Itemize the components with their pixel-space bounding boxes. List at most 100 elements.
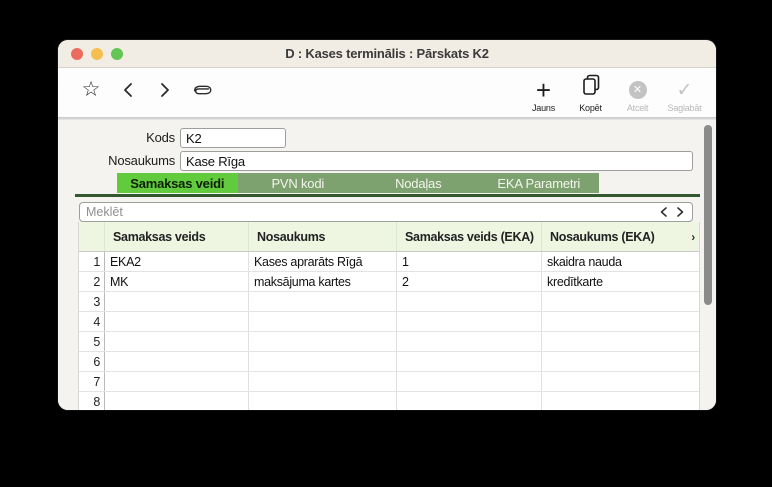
column-header[interactable]: Samaksas veids [105, 222, 249, 251]
table-cell[interactable] [397, 292, 542, 311]
table-cell[interactable] [249, 312, 397, 331]
traffic-lights [71, 48, 123, 60]
tab-underline [75, 194, 700, 197]
row-number: 3 [79, 292, 105, 311]
table-cell[interactable]: maksājuma kartes [249, 272, 397, 291]
table-cell[interactable] [397, 332, 542, 351]
favorite-star-icon[interactable]: ☆ [81, 77, 101, 101]
tab-strip: Samaksas veidi PVN kodi Nodaļas EKA Para… [117, 173, 599, 193]
cancel-circle-icon: ✕ [628, 81, 647, 99]
next-match-icon[interactable] [676, 206, 684, 218]
table-cell[interactable] [542, 372, 699, 391]
table-cell[interactable] [105, 292, 249, 311]
button-label: Jauns [531, 103, 556, 113]
table-cell[interactable]: EKA2 [105, 252, 249, 271]
nosaukums-input[interactable] [180, 151, 693, 171]
copy-icon [581, 74, 601, 101]
copy-record-button[interactable]: Kopēt [567, 74, 614, 113]
column-header[interactable]: Nosaukums (EKA) › [550, 229, 695, 244]
button-label: Kopēt [579, 103, 602, 113]
record-content: Kods Nosaukums Samaksas veidi PVN kodi N… [58, 120, 716, 410]
nosaukums-field-label: Nosaukums [108, 153, 175, 168]
more-columns-icon[interactable]: › [691, 229, 695, 244]
table-cell[interactable]: 2 [397, 272, 542, 291]
row-number: 5 [79, 332, 105, 351]
paperclip-attachment-icon[interactable] [191, 79, 213, 101]
table-cell[interactable] [397, 372, 542, 391]
table-cell[interactable] [397, 312, 542, 331]
table-cell[interactable] [249, 372, 397, 391]
row-number: 7 [79, 372, 105, 391]
column-header[interactable]: Samaksas veids (EKA) [397, 222, 542, 251]
table-row[interactable]: 2 MK maksājuma kartes 2 kredītkarte [79, 272, 699, 292]
button-label: Atcelt [626, 103, 649, 113]
table-cell[interactable] [249, 352, 397, 371]
minimize-window-button[interactable] [91, 48, 103, 60]
table-cell[interactable] [542, 332, 699, 351]
table-cell[interactable] [542, 392, 699, 410]
tab-eka-parametri[interactable]: EKA Parametri [497, 175, 581, 191]
row-number: 2 [79, 272, 105, 291]
table-row[interactable]: 1 EKA2 Kases aprarāts Rīgā 1 skaidra nauda [79, 252, 699, 272]
window-title: D : Kases terminālis : Pārskats K2 [285, 46, 489, 61]
table-cell[interactable] [105, 332, 249, 351]
table-row[interactable]: 3 [79, 292, 699, 312]
column-header[interactable]: Nosaukums [249, 222, 397, 251]
table-cell[interactable] [105, 352, 249, 371]
zoom-window-button[interactable] [111, 48, 123, 60]
table-body: 1 EKA2 Kases aprarāts Rīgā 1 skaidra nauda 2 M… [79, 252, 699, 410]
table-header-row: Samaksas veids Nosaukums Samaksas veids … [79, 222, 699, 252]
kods-input[interactable] [180, 128, 286, 148]
table-cell[interactable]: Kases aprarāts Rīgā [249, 252, 397, 271]
toolbar-divider [58, 117, 716, 120]
row-number: 4 [79, 312, 105, 331]
table-cell[interactable] [397, 352, 542, 371]
vertical-scrollbar-thumb[interactable] [704, 125, 712, 305]
table-cell[interactable] [249, 392, 397, 410]
toolbar-left-icons: ☆ [58, 77, 213, 101]
tab-nodalas[interactable]: Nodaļas [395, 175, 442, 191]
checkmark-icon: ✓ [676, 80, 693, 101]
table-cell[interactable] [397, 392, 542, 410]
table-cell[interactable]: kredītkarte [547, 274, 603, 289]
payment-modes-table: Samaksas veids Nosaukums Samaksas veids … [78, 222, 700, 410]
table-cell[interactable] [105, 372, 249, 391]
table-row[interactable]: 5 [79, 332, 699, 352]
tab-pvn-kodi[interactable]: PVN kodi [271, 175, 325, 191]
table-cell[interactable]: MK [105, 272, 249, 291]
new-record-button[interactable]: + Jauns [520, 74, 567, 113]
kods-field-label: Kods [146, 130, 175, 145]
table-cell[interactable] [542, 292, 699, 311]
row-number: 1 [79, 252, 105, 271]
close-window-button[interactable] [71, 48, 83, 60]
table-cell[interactable] [105, 312, 249, 331]
table-cell[interactable] [249, 332, 397, 351]
search-input[interactable] [80, 205, 659, 219]
save-button[interactable]: ✓ Saglabāt [661, 74, 708, 114]
button-label: Saglabāt [667, 103, 702, 113]
search-bar [79, 202, 693, 222]
app-window: D : Kases terminālis : Pārskats K2 ☆ [58, 40, 716, 410]
plus-icon: + [535, 75, 552, 105]
back-chevron-icon[interactable] [117, 79, 139, 101]
table-row[interactable]: 4 [79, 312, 699, 332]
table-cell[interactable]: 1 [397, 252, 542, 271]
table-row[interactable]: 6 [79, 352, 699, 372]
table-row[interactable]: 8 [79, 392, 699, 410]
table-cell[interactable] [105, 392, 249, 410]
cancel-button[interactable]: ✕ Atcelt [614, 74, 661, 113]
title-bar[interactable]: D : Kases terminālis : Pārskats K2 [58, 40, 716, 68]
table-cell[interactable] [542, 312, 699, 331]
previous-match-icon[interactable] [659, 206, 667, 218]
table-cell[interactable] [542, 352, 699, 371]
forward-chevron-icon[interactable] [154, 79, 176, 101]
row-number: 8 [79, 392, 105, 410]
toolbar-right-buttons: + Jauns Kopēt ✕ Atcelt ✓ Sa [520, 74, 708, 113]
table-cell[interactable]: skaidra nauda [547, 254, 622, 269]
table-cell[interactable] [249, 292, 397, 311]
row-number-header [79, 222, 105, 251]
row-number: 6 [79, 352, 105, 371]
tab-samaksas-veidi[interactable]: Samaksas veidi [117, 173, 238, 193]
table-row[interactable]: 7 [79, 372, 699, 392]
